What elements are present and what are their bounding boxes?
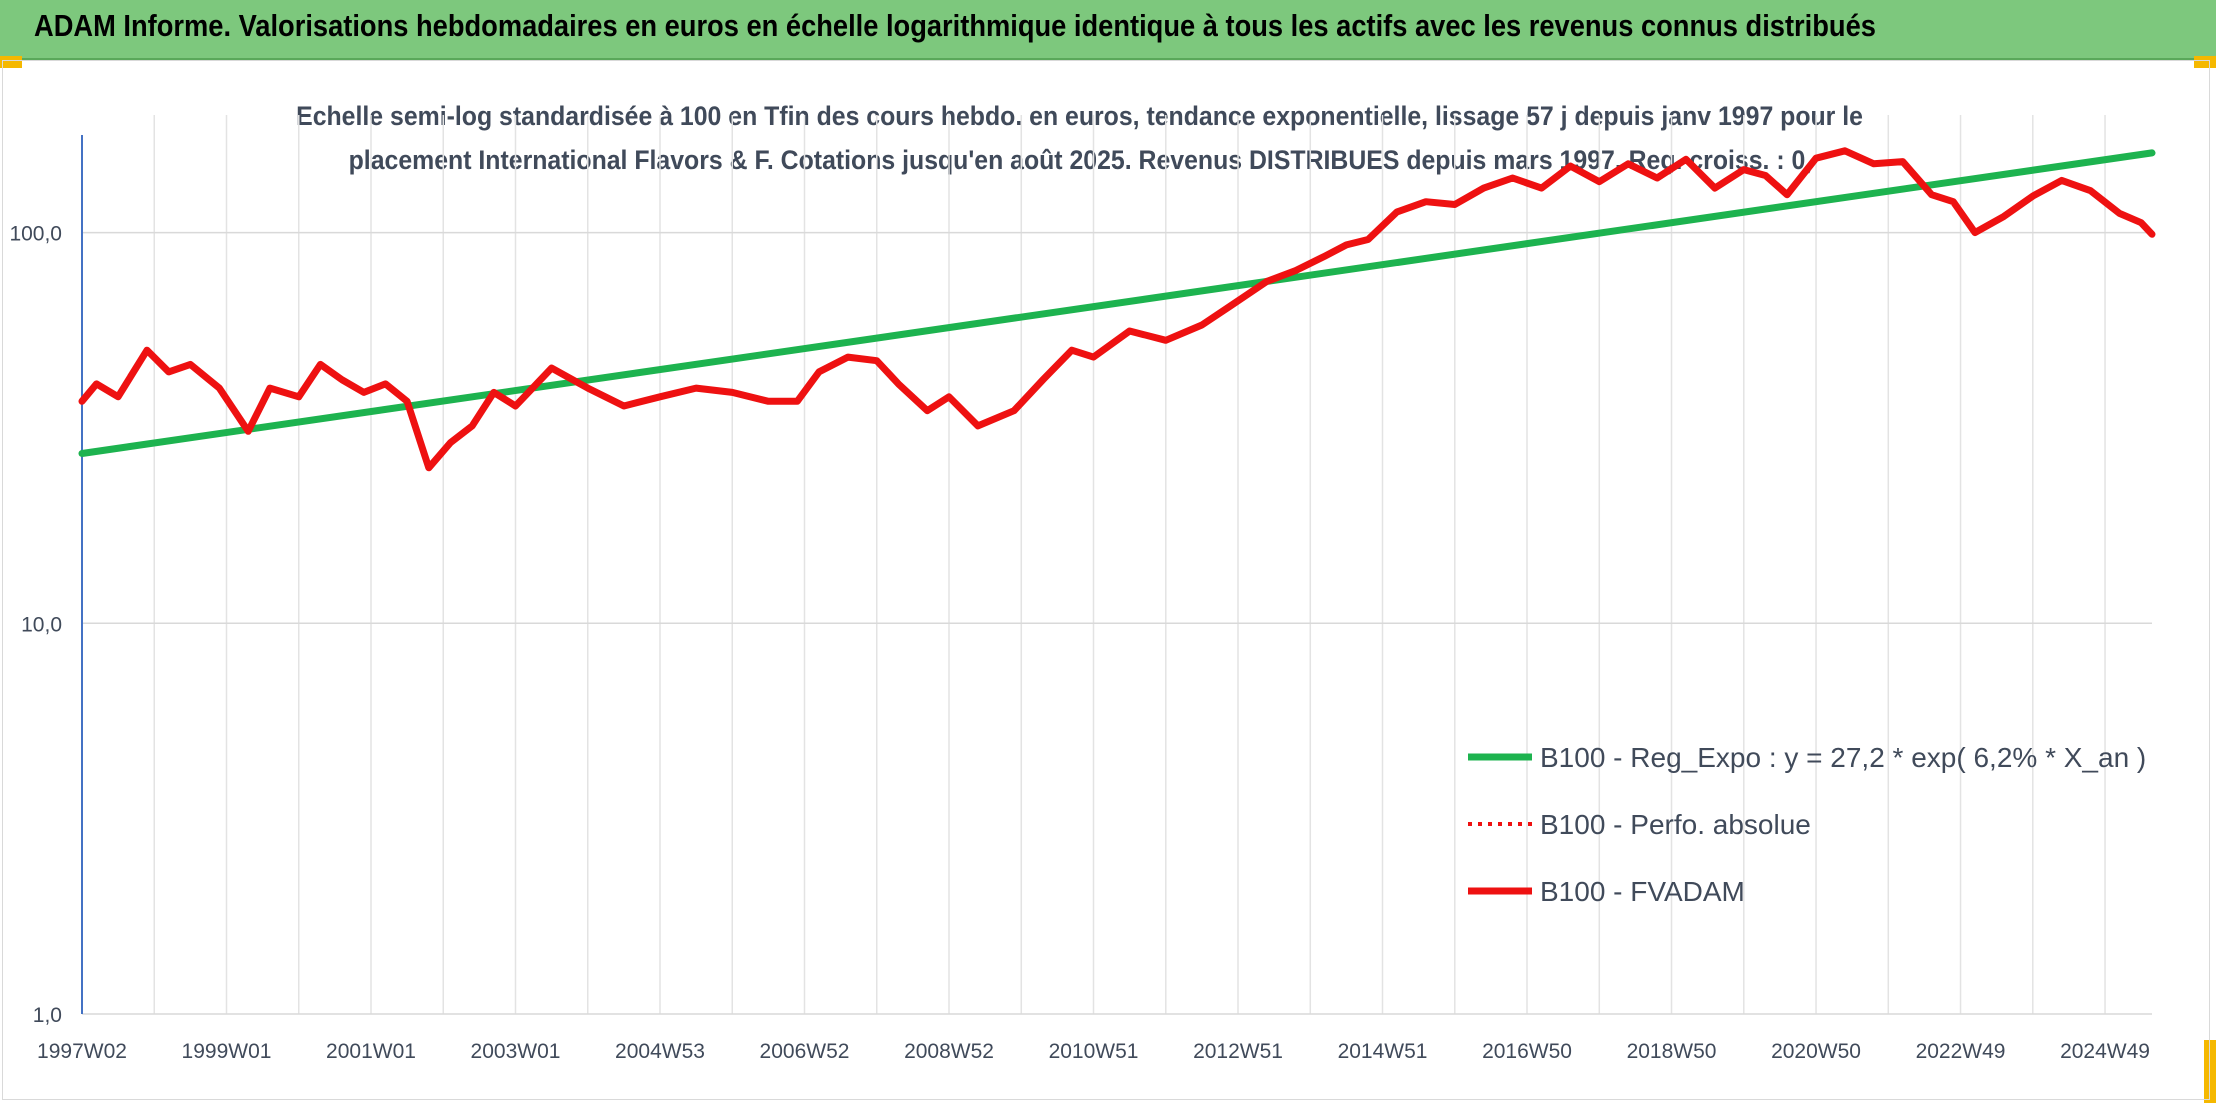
x-tick-label: 2004W53 xyxy=(615,1040,705,1063)
series-line-2 xyxy=(78,147,2156,472)
x-tick-label: 2020W50 xyxy=(1771,1040,1861,1063)
legend-label-1: B100 - Perfo. absolue xyxy=(1540,809,1811,840)
series-line-0 xyxy=(78,149,2156,457)
x-tick-label: 2016W50 xyxy=(1482,1040,1572,1063)
legend-label-2: B100 - FVADAM xyxy=(1540,876,1745,907)
x-tick-label: 2003W01 xyxy=(471,1040,561,1063)
chart-title: Echelle semi-log standardisée à 100 en T… xyxy=(180,94,1980,182)
legend: B100 - Reg_Expo : y = 27,2 * exp( 6,2% *… xyxy=(1468,742,2146,907)
x-tick-label: 2008W52 xyxy=(904,1040,994,1063)
x-tick-label: 1997W02 xyxy=(37,1040,127,1063)
x-tick-label: 2024W49 xyxy=(2060,1040,2150,1063)
x-tick-label: 2014W51 xyxy=(1338,1040,1428,1063)
grid xyxy=(82,115,2152,1015)
corner-marker-top-right xyxy=(2194,56,2216,68)
x-tick-label: 2012W51 xyxy=(1193,1040,1283,1063)
report-title: ADAM Informe. Valorisations hebdomadaire… xyxy=(34,8,1876,43)
y-tick-label: 10,0 xyxy=(21,613,62,636)
x-tick-label: 1999W01 xyxy=(182,1040,272,1063)
x-tick-label: 2022W49 xyxy=(1916,1040,2006,1063)
corner-marker-bottom-right xyxy=(2204,1040,2216,1103)
x-tick-label: 2018W50 xyxy=(1627,1040,1717,1063)
y-tick-label: 1,0 xyxy=(33,1004,62,1027)
legend-label-0: B100 - Reg_Expo : y = 27,2 * exp( 6,2% *… xyxy=(1540,742,2146,773)
chart-frame xyxy=(2,60,2210,1100)
y-tick-label: 100,0 xyxy=(9,223,62,246)
x-tick-label: 2001W01 xyxy=(326,1040,416,1063)
x-tick-label: 2010W51 xyxy=(1049,1040,1139,1063)
series xyxy=(78,147,2156,472)
report-header: ADAM Informe. Valorisations hebdomadaire… xyxy=(0,0,2216,60)
corner-marker-top-left xyxy=(0,56,22,68)
x-tick-label: 2006W52 xyxy=(760,1040,850,1063)
axes: 1,0 10,0 100,0 1997W02 1999W01 2001W01 2003W01… xyxy=(9,135,2150,1063)
chart-title-line-1: Echelle semi-log standardisée à 100 en T… xyxy=(296,101,1864,131)
